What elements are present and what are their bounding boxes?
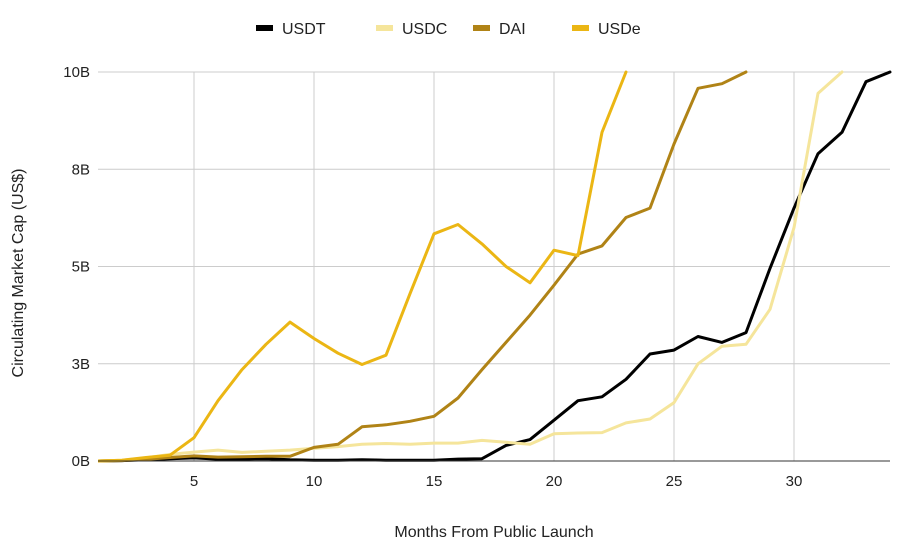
legend-item-usdt: USDT	[256, 21, 326, 38]
legend-swatch	[256, 25, 273, 31]
y-tick-label: 10B	[63, 64, 90, 81]
series-lines	[98, 70, 892, 463]
y-axis-title: Circulating Market Cap (US$)	[10, 169, 27, 378]
legend-item-dai: DAI	[473, 21, 526, 38]
x-tick-label: 10	[306, 473, 323, 490]
legend-label: DAI	[499, 21, 526, 38]
legend-swatch	[572, 25, 589, 31]
legend-item-usdc: USDC	[376, 21, 447, 38]
legend-label: USDC	[402, 21, 447, 38]
x-tick-label: 20	[546, 473, 563, 490]
legend-swatch	[473, 25, 490, 31]
y-tick-label: 0B	[72, 453, 90, 470]
x-tick-label: 25	[666, 473, 683, 490]
series-line-dai	[98, 70, 748, 463]
y-tick-label: 8B	[72, 161, 90, 178]
y-tick-label: 5B	[72, 259, 90, 276]
x-axis-ticks: 5 10 15 20 25 30	[190, 473, 803, 490]
x-tick-label: 15	[426, 473, 443, 490]
legend-swatch	[376, 25, 393, 31]
x-tick-label: 5	[190, 473, 198, 490]
x-axis-title: Months From Public Launch	[394, 524, 593, 541]
x-tick-label: 30	[786, 473, 803, 490]
series-line-usdt	[98, 70, 892, 463]
series-line-usde	[98, 70, 628, 463]
legend-label: USDe	[598, 21, 641, 38]
series-line-usdc	[98, 70, 844, 463]
legend-item-usde: USDe	[572, 21, 641, 38]
y-tick-label: 3B	[72, 356, 90, 373]
gridlines	[98, 71, 890, 461]
y-axis-ticks: 0B 3B 5B 8B 10B	[63, 64, 90, 470]
legend-label: USDT	[282, 21, 326, 38]
legend: USDT USDC DAI USDe	[256, 21, 641, 38]
